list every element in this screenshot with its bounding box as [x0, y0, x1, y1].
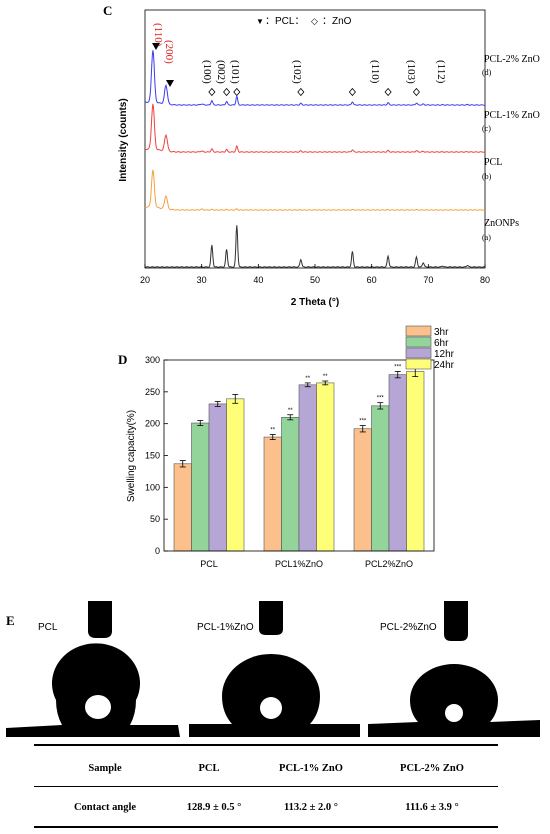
- xrd-legend-pcl-text: ：PCL：: [265, 16, 304, 27]
- xrd-trace-tag: (c): [482, 124, 491, 133]
- table-header-cell: PCL-1% ZnO: [279, 763, 343, 774]
- bar-significance-label: **: [270, 427, 275, 433]
- bar-category-label: PCL: [200, 559, 218, 569]
- xrd-zno-marker: [233, 87, 241, 97]
- bar-legend-label: 24hr: [434, 360, 455, 371]
- bar-y-tick-label: 150: [145, 451, 160, 461]
- xrd-y-axis-label: Intensity (counts): [118, 98, 129, 181]
- xrd-zno-peak-label: (101): [229, 60, 241, 84]
- bar-y-tick-label: 100: [145, 482, 160, 492]
- xrd-x-ticks: 20 30 40 50 60 70 80: [140, 264, 490, 285]
- xrd-zno-marker: [384, 87, 392, 97]
- xrd-trace-tag: (d): [482, 68, 492, 77]
- droplet-label: PCL-1%ZnO: [197, 622, 254, 633]
- table-bottom-rule: [34, 826, 498, 828]
- bar-category-label: PCL2%ZnO: [365, 559, 413, 569]
- xrd-x-tick-label: 40: [253, 275, 263, 285]
- panel-d-letter: D: [118, 352, 128, 367]
- xrd-x-tick-label: 30: [197, 275, 207, 285]
- bar-category-label: PCL1%ZnO: [275, 559, 323, 569]
- table-header-cell: PCL: [198, 763, 220, 774]
- xrd-pcl-peak-label: (200): [163, 40, 175, 64]
- xrd-zno-peak-label: (112): [435, 60, 447, 84]
- droplet-image-pcl-1-zno: [189, 601, 360, 737]
- table-cell: 113.2 ± 2.0 °: [283, 802, 338, 813]
- xrd-zno-marker: [223, 87, 231, 97]
- bar-significance-label: ***: [359, 419, 367, 425]
- xrd-pcl-peak-label: (110): [152, 23, 164, 47]
- bar-significance-label: **: [288, 408, 293, 414]
- bar-y-tick-label: 200: [145, 419, 160, 429]
- bar-legend-swatch: [405, 325, 432, 337]
- bar-y-tick-label: 0: [155, 546, 160, 556]
- xrd-x-axis-label: 2 Theta (°): [291, 297, 339, 308]
- bar-significance-label: ***: [394, 364, 402, 370]
- droplet-label: PCL-2%ZnO: [380, 622, 437, 633]
- xrd-zno-marker: [412, 87, 420, 97]
- panel-e-letter: E: [6, 613, 15, 628]
- xrd-legend-zno-text: ：ZnO: [322, 16, 352, 27]
- droplet-label: PCL: [38, 622, 58, 633]
- xrd-x-tick-label: 70: [423, 275, 433, 285]
- table-mid-rule: [34, 786, 498, 787]
- xrd-x-tick-label: 80: [480, 275, 490, 285]
- table-cell: 128.9 ± 0.5 °: [186, 802, 242, 813]
- xrd-trace-label: PCL-2% ZnO: [484, 54, 540, 65]
- xrd-pcl-marker: [152, 43, 160, 50]
- droplet-image-pcl-2-zno: [368, 601, 540, 737]
- xrd-zno-marker: [208, 87, 216, 97]
- xrd-zno-peak-label: (002): [215, 60, 227, 84]
- table-cell: Contact angle: [73, 802, 137, 813]
- xrd-x-tick-label: 50: [310, 275, 320, 285]
- xrd-trace-tag: (a): [482, 233, 491, 242]
- bar-plot-frame: [163, 359, 435, 552]
- bar-legend-swatch: [405, 347, 432, 359]
- xrd-trace-label: ZnONPs: [484, 218, 519, 229]
- xrd-trace-line: [144, 103, 486, 153]
- table-top-rule: [34, 744, 498, 746]
- xrd-zno-peak-label: (103): [405, 60, 417, 84]
- bar-significance-label: ***: [377, 396, 385, 402]
- bar-x-labels: PCL PCL1%ZnO PCL2%ZnO: [200, 559, 413, 569]
- bar-legend-label: 12hr: [434, 349, 455, 360]
- bar-significance-label: **: [305, 376, 310, 382]
- bar-y-axis-label: Swelling capacity(%): [126, 410, 137, 502]
- xrd-x-tick-label: 20: [140, 275, 150, 285]
- bar-significance-label: **: [323, 374, 328, 380]
- xrd-zno-markers: [208, 87, 420, 97]
- table-cell: 111.6 ± 3.9 °: [405, 802, 459, 813]
- bar-legend-swatch: [405, 336, 432, 348]
- xrd-zno-peak-label: (110): [369, 60, 381, 84]
- table-header-cell: PCL-2% ZnO: [400, 763, 464, 774]
- xrd-zno-marker: [348, 87, 356, 97]
- xrd-trace-label: PCL: [484, 157, 502, 168]
- bar-legend-swatch: [405, 358, 432, 370]
- droplet-image-pcl: [6, 601, 180, 737]
- xrd-trace-line: [144, 169, 486, 211]
- bar-legend-label: 6hr: [434, 338, 449, 349]
- xrd-pcl-marker: [166, 80, 174, 87]
- table-header-cell: Sample: [88, 763, 122, 774]
- bar-marks: ********************: [173, 359, 425, 552]
- xrd-zno-peak-label: (100): [201, 60, 213, 84]
- xrd-trace-line: [145, 50, 486, 106]
- xrd-legend-pcl-symbol: ▼: [256, 17, 264, 26]
- bar-legend-label: 3hr: [434, 327, 449, 338]
- xrd-chart: 20 30 40 50 60 70 80 2 Theta (°) Intensity (co…: [118, 9, 540, 308]
- bar-y-tick-label: 300: [145, 355, 160, 365]
- xrd-zno-marker: [297, 87, 305, 97]
- xrd-zno-peak-label: (102): [291, 60, 303, 84]
- xrd-trace-label: PCL-1% ZnO: [484, 110, 540, 121]
- xrd-trace-tag: (b): [482, 172, 492, 181]
- bar-y-tick-label: 50: [150, 514, 160, 524]
- xrd-x-tick-label: 60: [367, 275, 377, 285]
- panel-c-letter: C: [103, 3, 113, 18]
- xrd-legend-zno-symbol: ◇: [311, 16, 318, 26]
- bar-y-tick-label: 250: [145, 387, 160, 397]
